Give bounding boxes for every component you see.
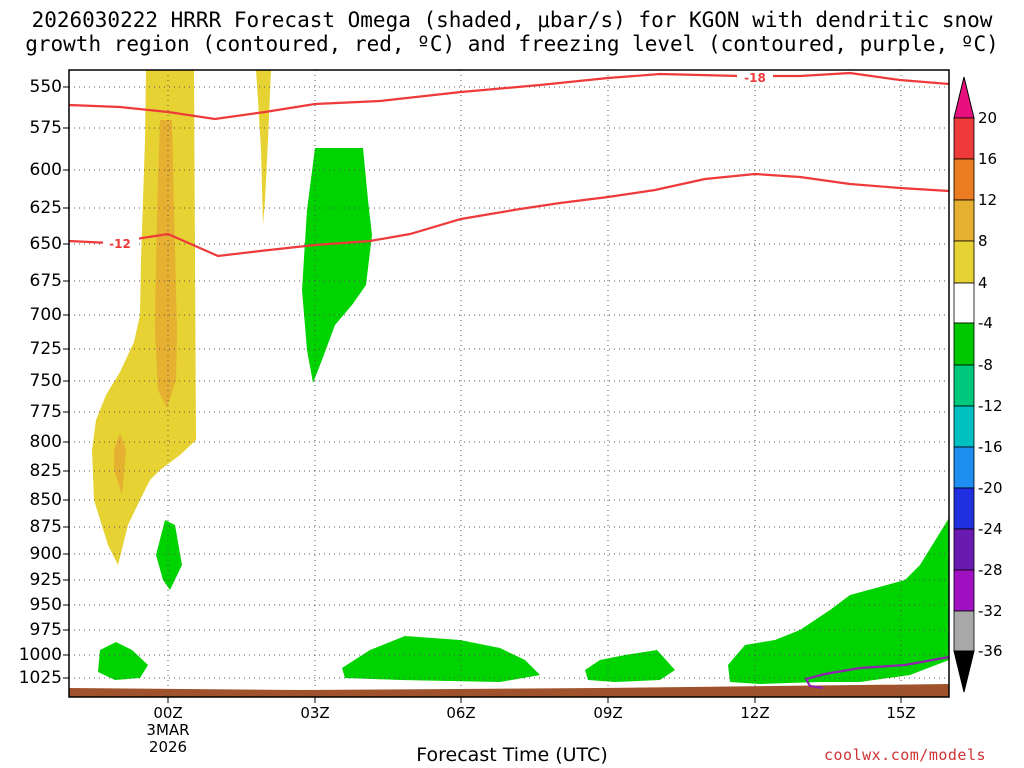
colorbar-swatch-neg24-28 <box>953 528 975 571</box>
y-tick-label: 975 <box>29 620 62 640</box>
dgz-contour-minus12 <box>68 172 950 258</box>
colorbar-label: 20 <box>978 109 998 127</box>
sinking-cell-mid <box>302 148 372 383</box>
x-tick-label: 03Z <box>300 704 330 722</box>
rising-band-lower-core <box>114 433 126 495</box>
y-tick-label: 1025 <box>18 668 62 688</box>
sinking-cell-low-left <box>156 520 182 590</box>
dgz-contour-minus18 <box>68 71 950 121</box>
colorbar-label: -20 <box>978 479 1003 497</box>
x-tick-label: 09Z <box>593 704 623 722</box>
x-axis-title: Forecast Time (UTC) <box>416 744 608 766</box>
site-credit: coolwx.com/models <box>824 746 987 764</box>
colorbar-label: 4 <box>978 274 988 292</box>
colorbar <box>953 76 975 693</box>
y-tick-label: 550 <box>29 77 62 97</box>
colorbar-label: -32 <box>978 602 1003 620</box>
y-tick-label: 625 <box>29 198 62 218</box>
gridlines <box>69 70 949 697</box>
sinking-cell-right <box>728 518 949 684</box>
dgz-contours <box>68 71 950 258</box>
colorbar-swatch-12-16 <box>953 158 975 201</box>
y-tick-label: 700 <box>29 305 62 325</box>
y-tick-label: 675 <box>29 271 62 291</box>
colorbar-label: -4 <box>978 314 993 332</box>
plot-border <box>68 69 950 698</box>
plot-area <box>69 70 949 697</box>
x-tick-label: 12Z <box>740 704 770 722</box>
rising-band-core <box>155 120 177 408</box>
ground <box>69 684 949 697</box>
colorbar-label: 12 <box>978 191 998 209</box>
y-tick-label: 925 <box>29 570 62 590</box>
freezing-contours <box>804 655 950 690</box>
colorbar-label: 8 <box>978 232 988 250</box>
x-tick-label: 00Z <box>153 704 183 722</box>
x-ticks <box>167 697 902 703</box>
y-tick-label: 950 <box>29 595 62 615</box>
colorbar-label: -16 <box>978 438 1003 456</box>
y-tick-label: 750 <box>29 371 62 391</box>
y-tick-label: 900 <box>29 544 62 564</box>
colorbar-swatch-4-8 <box>953 240 975 284</box>
y-tick-label: 650 <box>29 234 62 254</box>
colorbar-label: -12 <box>978 397 1003 415</box>
colorbar-label: -8 <box>978 356 993 374</box>
colorbar-swatch-neg4-8 <box>953 322 975 366</box>
omega-shading <box>92 70 949 684</box>
x-date-label-month: 3MAR <box>146 721 190 739</box>
y-tick-label: 825 <box>29 461 62 481</box>
chart-title-line2: growth region (contoured, red, ºC) and f… <box>25 32 999 56</box>
contour-label-minus12: -12 <box>109 237 131 251</box>
y-tick-label: 850 <box>29 490 62 510</box>
rising-streak <box>256 70 271 225</box>
sinking-cell-surface-2 <box>342 636 540 682</box>
colorbar-swatch-8-12 <box>953 199 975 242</box>
x-tick-label: 15Z <box>886 704 916 722</box>
y-tick-label: 875 <box>29 517 62 537</box>
y-tick-label: 1000 <box>18 645 62 665</box>
sinking-cell-surface-1 <box>98 642 148 680</box>
colorbar-swatch-neutral <box>953 282 975 324</box>
y-tick-label: 800 <box>29 432 62 452</box>
ground-fill <box>69 684 949 697</box>
colorbar-swatch-neg16-20 <box>953 446 975 489</box>
sinking-cell-surface-3 <box>585 650 675 682</box>
colorbar-swatch-neg20-24 <box>953 487 975 530</box>
colorbar-swatch-neg32-36 <box>953 610 975 652</box>
colorbar-arrow-bottom <box>953 650 975 693</box>
contour-label-minus18: -18 <box>744 71 766 85</box>
x-date-label-year: 2026 <box>148 738 188 756</box>
colorbar-label: -36 <box>978 642 1003 660</box>
x-tick-label: 06Z <box>446 704 476 722</box>
y-tick-label: 600 <box>29 160 62 180</box>
colorbar-swatch-neg8-12 <box>953 364 975 407</box>
colorbar-swatch-16-20 <box>953 117 975 160</box>
colorbar-swatch-neg28-32 <box>953 569 975 612</box>
y-tick-label: 575 <box>29 118 62 138</box>
colorbar-arrow-top <box>953 76 975 119</box>
y-ticks <box>63 86 69 679</box>
colorbar-label: -28 <box>978 561 1003 579</box>
y-tick-label: 725 <box>29 339 62 359</box>
freezing-level-contour <box>804 655 950 690</box>
colorbar-label: -24 <box>978 520 1003 538</box>
y-tick-label: 775 <box>29 402 62 422</box>
colorbar-swatch-neg12-16 <box>953 405 975 448</box>
colorbar-label: 16 <box>978 150 998 168</box>
chart-title-line1: 2026030222 HRRR Forecast Omega (shaded, … <box>31 8 993 32</box>
